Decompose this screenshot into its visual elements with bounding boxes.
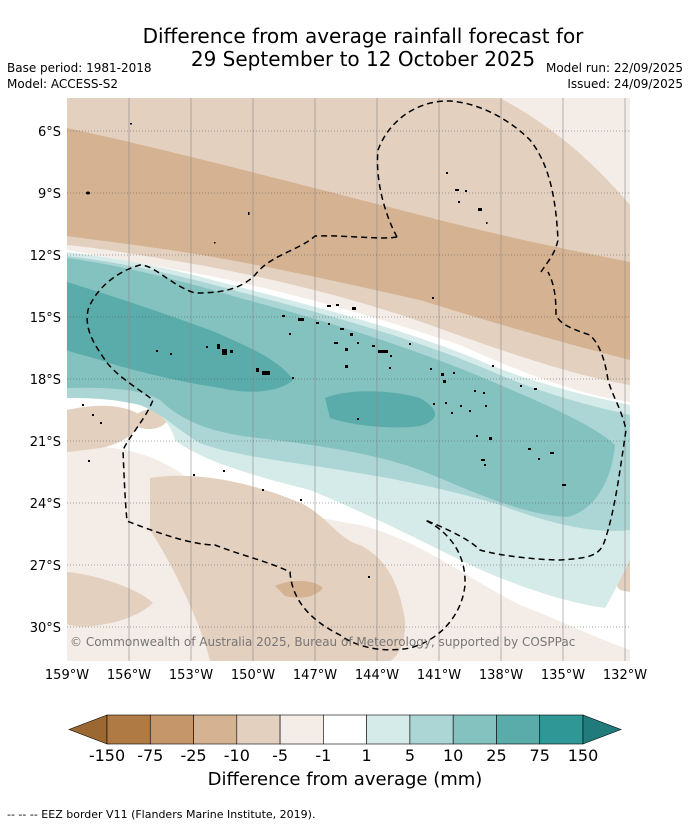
colorbar-tick-label: 5 — [405, 746, 415, 765]
issued-text: Issued: 24/09/2025 — [567, 77, 683, 91]
longitude-labels: 159°W 156°W 153°W 150°W 147°W 144°W 141°… — [45, 668, 647, 683]
eez-border-lines — [86, 100, 627, 651]
colorbar-tick-label: 10 — [443, 746, 463, 765]
colorbar-segment — [149, 714, 194, 745]
eez-footnote: -- -- -- EEZ border V11 (Flanders Marine… — [7, 808, 316, 821]
lat-label-21s: 21°S — [30, 435, 61, 450]
model-text: Model: ACCESS-S2 — [7, 77, 119, 91]
model-run-text: Model run: 22/09/2025 — [545, 61, 683, 75]
colorbar-segment — [366, 714, 411, 745]
lon-label-150w: 150°W — [231, 668, 275, 683]
colorbar-segment — [193, 714, 238, 745]
lat-label-9s: 9°S — [38, 187, 61, 202]
lon-label-141w: 141°W — [417, 668, 461, 683]
colorbar-tick-label: 75 — [530, 746, 550, 765]
colorbar-tick-label: -75 — [137, 746, 163, 765]
map-copyright: © Commonwealth of Australia 2025, Bureau… — [70, 635, 575, 649]
lon-label-156w: 156°W — [107, 668, 151, 683]
colorbar-tick-label: 1 — [362, 746, 372, 765]
colorbar-tick-label: -150 — [89, 746, 125, 765]
south-dry-area-3 — [67, 405, 141, 452]
colorbar-segment — [452, 714, 497, 745]
eez-border-french-polynesia — [86, 235, 627, 651]
latitude-labels: 6°S 9°S 12°S 15°S 18°S 21°S 24°S 27°S 30… — [30, 125, 61, 636]
rainfall-shading — [67, 98, 630, 661]
colorbar-extend-low — [68, 714, 108, 745]
lon-label-138w: 138°W — [479, 668, 523, 683]
colorbar-tick-label: 150 — [568, 746, 599, 765]
colorbar-segment — [409, 714, 454, 745]
colorbar-tick-label: -1 — [315, 746, 331, 765]
colorbar-tick-label: 25 — [486, 746, 506, 765]
colorbar-segment — [106, 714, 151, 745]
wet-core-central — [325, 391, 435, 428]
colorbar-segment — [279, 714, 324, 745]
lat-label-6s: 6°S — [38, 125, 61, 140]
dry-band-medium — [67, 128, 630, 360]
map-title-line-1: Difference from average rainfall forecas… — [142, 24, 584, 48]
latitude-lines — [67, 130, 630, 628]
map-title-line-2: 29 September to 12 October 2025 — [190, 47, 536, 71]
base-period-text: Base period: 1981-2018 — [7, 61, 152, 75]
colorbar-segment — [236, 714, 281, 745]
wet-band-medium — [67, 258, 615, 517]
colorbar-tick-label: -10 — [224, 746, 250, 765]
colorbar-extend-high — [582, 714, 622, 745]
colorbar-tick-label: -5 — [272, 746, 288, 765]
lon-label-147w: 147°W — [293, 668, 337, 683]
eez-border-kiribati — [376, 100, 559, 273]
lat-label-15s: 15°S — [30, 311, 61, 326]
lat-label-12s: 12°S — [30, 249, 61, 264]
lat-label-30s: 30°S — [30, 621, 61, 636]
south-dry-area-2 — [67, 572, 153, 627]
metadata-right: Model run: 22/09/2025 Issued: 24/09/2025 — [546, 60, 683, 92]
metadata-left: Base period: 1981-2018 Model: ACCESS-S2 — [7, 60, 152, 92]
graticule — [128, 98, 626, 661]
lon-label-132w: 132°W — [603, 668, 647, 683]
lon-label-144w: 144°W — [355, 668, 399, 683]
lat-label-24s: 24°S — [30, 497, 61, 512]
lon-label-135w: 135°W — [541, 668, 585, 683]
colorbar-labels: -150 -75 -25 -10 -5 -1 1 5 10 25 75 150 — [89, 746, 598, 765]
lat-label-18s: 18°S — [30, 373, 61, 388]
colorbar-segment — [496, 714, 541, 745]
south-dry-area-1 — [150, 475, 406, 661]
colorbar-title: Difference from average (mm) — [207, 769, 483, 790]
lon-label-153w: 153°W — [169, 668, 213, 683]
colorbar — [68, 714, 622, 745]
islands — [82, 123, 566, 578]
colorbar-segment — [323, 714, 367, 745]
lat-label-27s: 27°S — [30, 559, 61, 574]
lon-label-159w: 159°W — [45, 668, 89, 683]
wet-core-west — [67, 282, 293, 392]
colorbar-tick-label: -25 — [180, 746, 206, 765]
south-dry-spot — [275, 580, 323, 598]
colorbar-segment — [539, 714, 584, 745]
